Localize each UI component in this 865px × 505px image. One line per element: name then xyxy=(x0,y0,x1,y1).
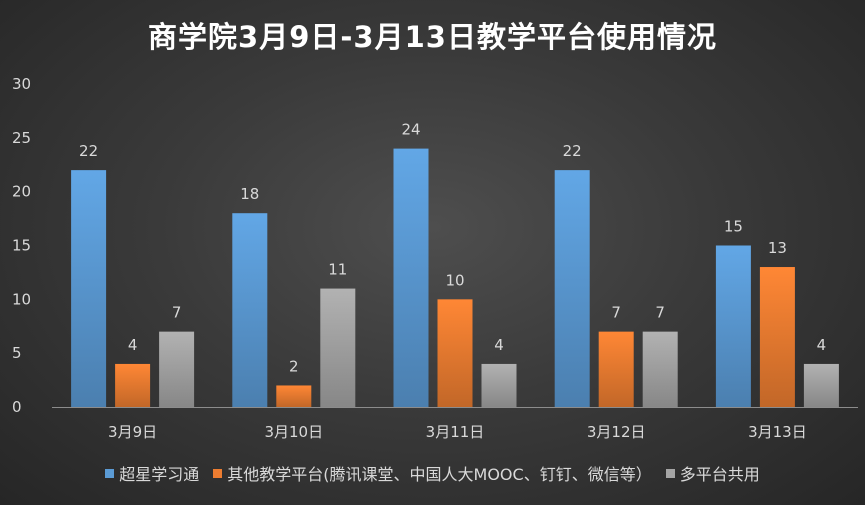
data-label: 4 xyxy=(817,336,827,354)
bar xyxy=(232,213,268,407)
y-tick-label: 25 xyxy=(12,129,31,147)
y-tick-label: 30 xyxy=(12,75,31,93)
data-label: 4 xyxy=(128,336,138,354)
bar xyxy=(598,331,634,407)
legend-label: 多平台共用 xyxy=(679,465,760,484)
y-tick-label: 5 xyxy=(12,344,22,362)
data-label: 10 xyxy=(445,271,464,289)
y-tick-label: 20 xyxy=(12,183,31,201)
legend-item: 多平台共用 xyxy=(665,461,760,485)
bar xyxy=(159,331,195,407)
x-tick-label: 3月13日 xyxy=(748,423,807,441)
data-label: 4 xyxy=(494,336,504,354)
data-label: 11 xyxy=(328,261,347,279)
data-label: 7 xyxy=(611,304,621,322)
x-tick-label: 3月10日 xyxy=(264,423,323,441)
bar xyxy=(715,245,751,407)
data-label: 24 xyxy=(401,121,420,139)
y-tick-label: 0 xyxy=(12,398,22,416)
x-tick-label: 3月12日 xyxy=(587,423,646,441)
bar xyxy=(642,331,678,407)
legend-item: 其他教学平台(腾讯课堂、中国人大MOOC、钉钉、微信等） xyxy=(213,461,652,485)
data-label: 7 xyxy=(655,304,665,322)
bar xyxy=(320,288,356,407)
x-tick-label: 3月11日 xyxy=(426,423,485,441)
y-axis: 0 5 10 15 20 25 30 xyxy=(12,75,31,416)
y-tick-label: 15 xyxy=(12,237,31,255)
data-label: 18 xyxy=(240,185,259,203)
data-label: 15 xyxy=(724,218,743,236)
data-label: 13 xyxy=(768,239,787,257)
data-label: 22 xyxy=(563,142,582,160)
bar xyxy=(803,363,839,407)
x-axis: 3月9日 3月10日 3月11日 3月12日 3月13日 xyxy=(108,423,807,441)
x-tick-label: 3月9日 xyxy=(108,423,157,441)
legend-swatch xyxy=(105,468,115,478)
bar xyxy=(437,299,473,407)
legend-swatch xyxy=(213,468,223,478)
chart-title: 商学院3月9日-3月13日教学平台使用情况 xyxy=(148,20,717,54)
legend-label: 其他教学平台(腾讯课堂、中国人大MOOC、钉钉、微信等） xyxy=(227,465,652,484)
data-label: 2 xyxy=(289,357,299,375)
bars xyxy=(71,148,839,407)
legend-item: 超星学习通 xyxy=(105,461,199,485)
legend-swatch xyxy=(665,468,675,478)
bar xyxy=(759,267,795,407)
legend-label: 超星学习通 xyxy=(119,465,200,484)
y-tick-label: 10 xyxy=(12,290,31,308)
legend: 超星学习通 其他教学平台(腾讯课堂、中国人大MOOC、钉钉、微信等） 多平台共用 xyxy=(0,461,865,485)
data-label: 7 xyxy=(172,304,182,322)
data-labels: 22 4 7 18 2 11 24 10 4 22 7 7 15 13 4 xyxy=(79,121,826,376)
bar xyxy=(71,170,107,407)
bar xyxy=(481,363,517,407)
bar xyxy=(393,148,429,407)
bar xyxy=(115,363,151,407)
data-label: 22 xyxy=(79,142,98,160)
bar xyxy=(276,385,312,407)
bar xyxy=(554,170,590,407)
